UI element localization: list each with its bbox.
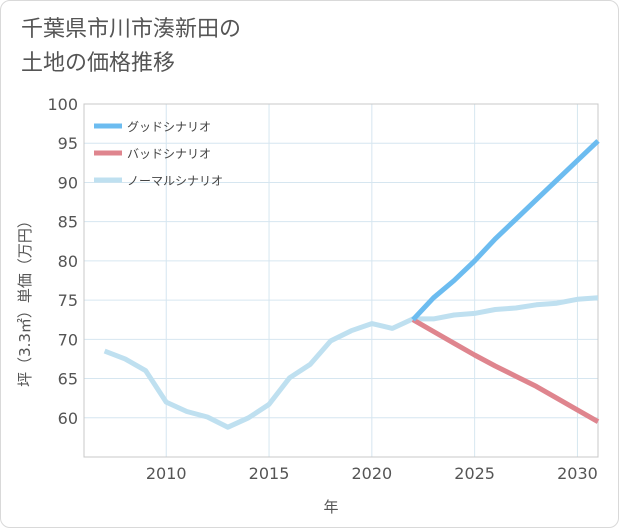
chart-title: 千葉県市川市湊新田の 土地の価格推移 bbox=[21, 13, 241, 81]
x-tick-label: 2025 bbox=[454, 464, 495, 483]
chart-gridlines bbox=[84, 103, 598, 457]
plot-area-border bbox=[83, 103, 599, 458]
x-tick-label: 2020 bbox=[351, 464, 392, 483]
x-tick-label: 2010 bbox=[146, 464, 187, 483]
y-axis-label: 坪（3.3㎡）単価（万円） bbox=[16, 213, 34, 387]
x-axis-label: 年 bbox=[323, 498, 338, 516]
chart-title-line-2: 土地の価格推移 bbox=[21, 51, 176, 76]
chart-series bbox=[103, 139, 600, 430]
y-axis-ticks: 60 65 70 75 80 85 90 95 100 bbox=[47, 95, 78, 428]
y-tick-label: 70 bbox=[58, 330, 78, 349]
y-tick-label: 90 bbox=[58, 173, 78, 192]
y-tick-label: 95 bbox=[58, 134, 78, 153]
legend-label: ノーマルシナリオ bbox=[127, 174, 223, 188]
legend-label: バッドシナリオ bbox=[127, 147, 211, 161]
x-axis-ticks: 2010 2015 2020 2025 2030 bbox=[146, 464, 598, 483]
y-tick-label: 65 bbox=[58, 370, 78, 389]
series-line-0 bbox=[411, 139, 600, 322]
series-line-2 bbox=[103, 295, 599, 430]
legend-label: グッドシナリオ bbox=[127, 120, 211, 134]
x-tick-label: 2015 bbox=[249, 464, 290, 483]
chart-title-line-1: 千葉県市川市湊新田の bbox=[21, 17, 242, 42]
y-tick-label: 75 bbox=[58, 291, 78, 310]
x-tick-label: 2030 bbox=[557, 464, 598, 483]
y-tick-label: 60 bbox=[58, 409, 78, 428]
y-tick-label: 85 bbox=[58, 213, 78, 232]
series-line-1 bbox=[411, 317, 600, 424]
y-tick-label: 100 bbox=[47, 95, 78, 114]
y-tick-label: 80 bbox=[58, 252, 78, 271]
